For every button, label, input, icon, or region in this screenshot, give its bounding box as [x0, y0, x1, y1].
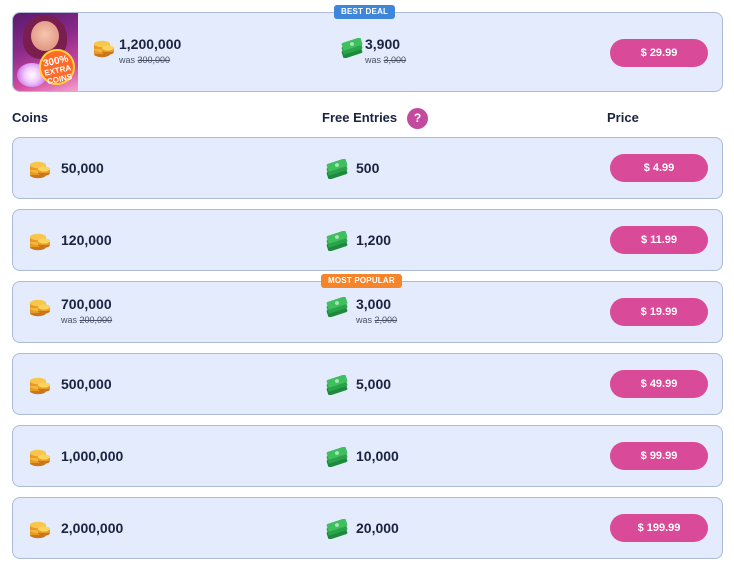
coin-stack-icon: [30, 161, 50, 179]
package-coins-was: was 200,000: [61, 315, 113, 325]
coin-stack-icon: [30, 299, 50, 317]
cash-stack-icon: [326, 519, 348, 539]
buy-package-button[interactable]: $ 99.99: [610, 442, 708, 470]
best-deal-entries: 3,900: [365, 36, 401, 52]
coin-stack-icon: [30, 521, 50, 539]
cash-stack-icon: [326, 375, 348, 395]
package-coins: 50,000: [61, 160, 104, 176]
price-column-header: Price: [607, 110, 639, 125]
buy-package-button[interactable]: $ 4.99: [610, 154, 708, 182]
cash-stack-icon: [341, 38, 363, 58]
package-coins: 500,000: [61, 376, 112, 392]
best-deal-coins-was: was 300,000: [119, 55, 171, 65]
best-deal-coins: 1,200,000: [119, 36, 182, 52]
buy-package-button[interactable]: $ 11.99: [610, 226, 708, 254]
package-coins: 700,000: [61, 296, 112, 312]
buy-package-button[interactable]: $ 199.99: [610, 514, 708, 542]
coin-stack-icon: [30, 377, 50, 395]
package-row[interactable]: 50,000 500 $ 4.99: [12, 137, 723, 199]
package-entries-was: was 2,000: [356, 315, 398, 325]
package-entries: 500: [356, 160, 380, 176]
best-deal-entries-was: was 3,000: [365, 55, 407, 65]
coin-stack-icon: [30, 233, 50, 251]
package-entries: 5,000: [356, 376, 392, 392]
buy-package-button[interactable]: $ 49.99: [610, 370, 708, 398]
coins-column-header: Coins: [12, 110, 49, 125]
package-entries: 1,200: [356, 232, 392, 248]
entries-column-header: Free Entries: [322, 110, 398, 125]
package-coins: 1,000,000: [61, 448, 124, 464]
cash-stack-icon: [326, 159, 348, 179]
coin-stack-icon: [94, 40, 114, 58]
promo-character-image: 300% EXTRA COINS: [13, 13, 78, 91]
cash-stack-icon: [326, 231, 348, 251]
package-row[interactable]: 1,000,000 10,000 $ 99.99: [12, 425, 723, 487]
question-icon[interactable]: ?: [407, 108, 428, 129]
package-row[interactable]: 500,000 5,000 $ 49.99: [12, 353, 723, 415]
cash-stack-icon: [326, 447, 348, 467]
package-coins: 120,000: [61, 232, 112, 248]
package-entries: 3,000: [356, 296, 392, 312]
package-row[interactable]: MOST POPULAR 700,000 was 200,000 3,000 w…: [12, 274, 723, 343]
package-row[interactable]: 2,000,000 20,000 $ 199.99: [12, 497, 723, 559]
best-deal-package[interactable]: BEST DEAL 300% EXTRA COINS 1,200,000 was…: [12, 5, 723, 92]
cash-stack-icon: [326, 297, 348, 317]
best-deal-tag: BEST DEAL: [334, 5, 396, 19]
buy-best-deal-button[interactable]: $ 29.99: [610, 39, 708, 67]
most-popular-tag: MOST POPULAR: [321, 274, 402, 288]
coin-stack-icon: [30, 449, 50, 467]
package-row[interactable]: 120,000 1,200 $ 11.99: [12, 209, 723, 271]
package-coins: 2,000,000: [61, 520, 124, 536]
package-entries: 20,000: [356, 520, 399, 536]
buy-package-button[interactable]: $ 19.99: [610, 298, 708, 326]
package-entries: 10,000: [356, 448, 399, 464]
